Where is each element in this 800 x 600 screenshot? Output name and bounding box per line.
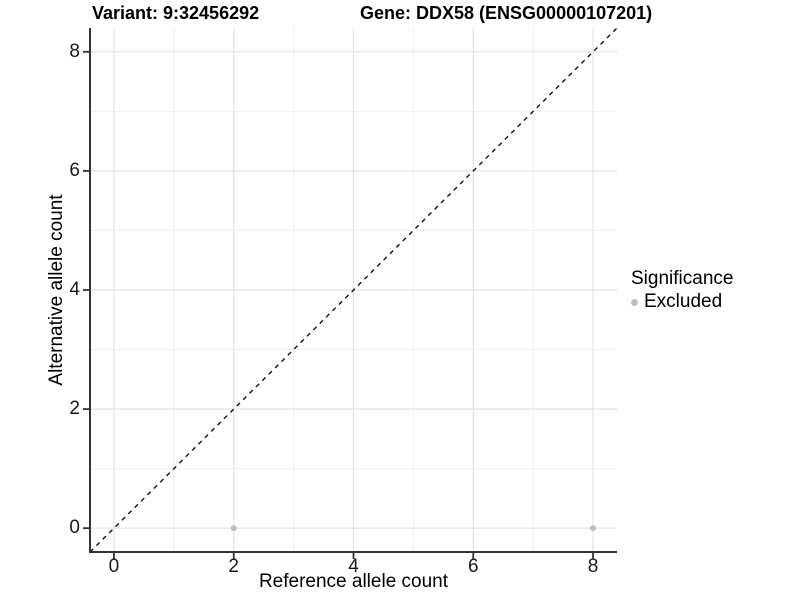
x-axis-title: Reference allele count (258, 571, 449, 592)
legend: Significance Excluded (631, 268, 733, 313)
x-tick-label: 2 (228, 556, 239, 577)
x-tick-label: 0 (108, 556, 120, 577)
y-tick-label: 6 (69, 159, 80, 181)
y-axis-title: Alternative allele count (46, 194, 67, 386)
legend-title: Significance (631, 268, 734, 289)
y-tick-label: 0 (69, 517, 80, 539)
y-tick-label: 4 (69, 279, 80, 300)
x-tick-label: 8 (587, 556, 599, 577)
variant-title: Variant: 9:32456292 (92, 3, 260, 23)
gene-title: Gene: DDX58 (ENSG00000107201) (360, 3, 653, 23)
excluded-point-icon (631, 298, 638, 306)
legend-item-excluded: Excluded (631, 291, 733, 313)
data-point-excluded (590, 525, 597, 532)
identity-reference-line (89, 27, 618, 553)
x-tick-label: 6 (467, 556, 479, 577)
data-point-excluded (230, 525, 237, 532)
x-tick-label: 4 (348, 556, 359, 577)
legend-item-label: Excluded (644, 291, 723, 312)
title-row: Variant: 9:32456292 Gene: DDX58 (ENSG000… (0, 3, 800, 25)
y-tick-label: 8 (69, 40, 80, 62)
y-tick-label: 2 (69, 398, 80, 420)
